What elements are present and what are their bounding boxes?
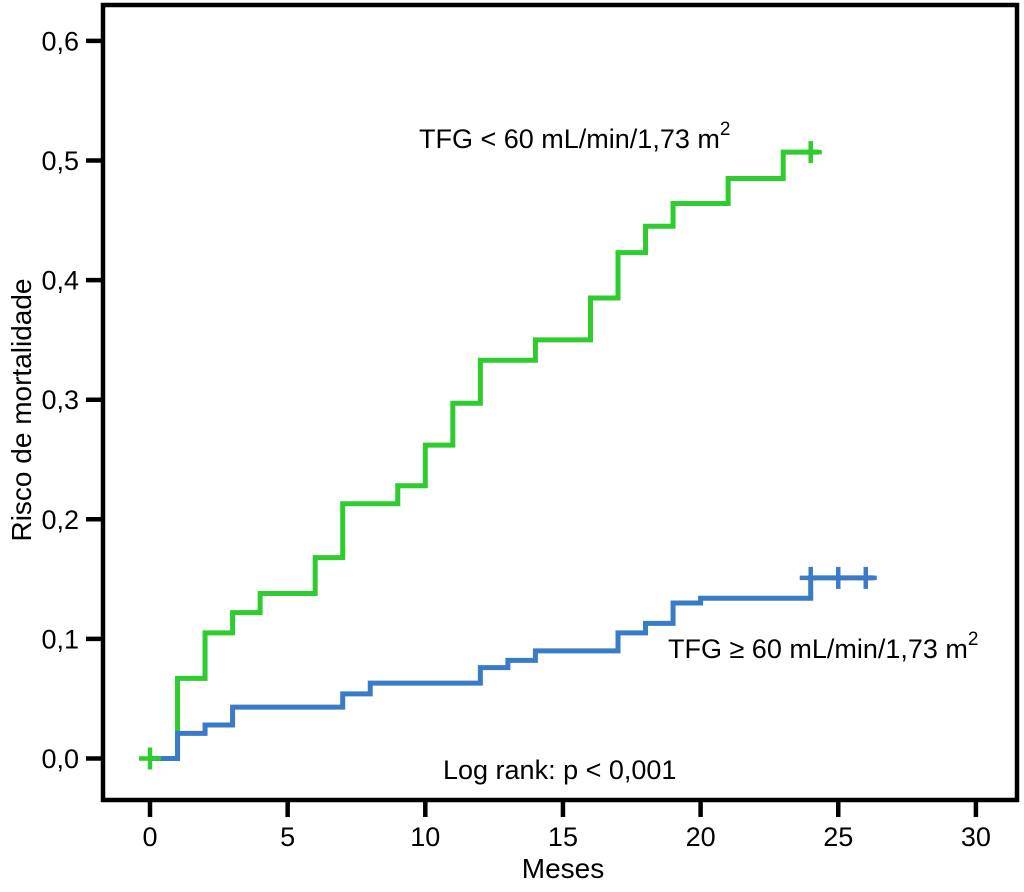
censor-mark [854, 566, 877, 589]
y-tick-label: 0,4 [41, 266, 79, 296]
axis-ticks: 0,0 0,1 0,2 0,3 0,4 0,5 0,6 0 5 10 15 20 25 30 [41, 26, 990, 852]
y-tick-label: 0,5 [41, 146, 79, 176]
x-tick-label: 25 [823, 822, 853, 852]
censor-mark [139, 747, 161, 770]
km-curve-tfg-ge-60 [150, 575, 875, 761]
x-tick-label: 10 [410, 822, 440, 852]
y-tick-label: 0,1 [41, 624, 79, 654]
km-curve-tfg-lt-60 [150, 149, 819, 761]
x-axis-title: Meses [522, 853, 604, 884]
x-tick-label: 0 [142, 822, 157, 852]
plot-border [100, 2, 1020, 803]
series-label-tfg-ge-60: TFG ≥ 60 mL/min/1,73 m2 [668, 629, 978, 664]
censor-mark [827, 566, 850, 589]
y-tick-label: 0,3 [41, 385, 79, 415]
y-tick-label: 0,2 [41, 505, 79, 535]
km-curves [139, 141, 877, 770]
y-axis-title: Risco de mortalidade [6, 278, 37, 541]
series-label-tfg-lt-60: TFG < 60 mL/min/1,73 m2 [419, 119, 730, 154]
series-labels: TFG < 60 mL/min/1,73 m2 TFG ≥ 60 mL/min/1… [419, 119, 978, 664]
x-tick-label: 15 [548, 822, 578, 852]
y-tick-label: 0,0 [41, 744, 79, 774]
x-tick-label: 30 [961, 822, 991, 852]
censor-mark [799, 566, 822, 589]
log-rank-annotation: Log rank: p < 0,001 [443, 755, 676, 785]
censor-mark [799, 141, 822, 164]
x-tick-label: 5 [280, 822, 295, 852]
y-tick-label: 0,6 [41, 26, 79, 56]
x-tick-label: 20 [686, 822, 716, 852]
